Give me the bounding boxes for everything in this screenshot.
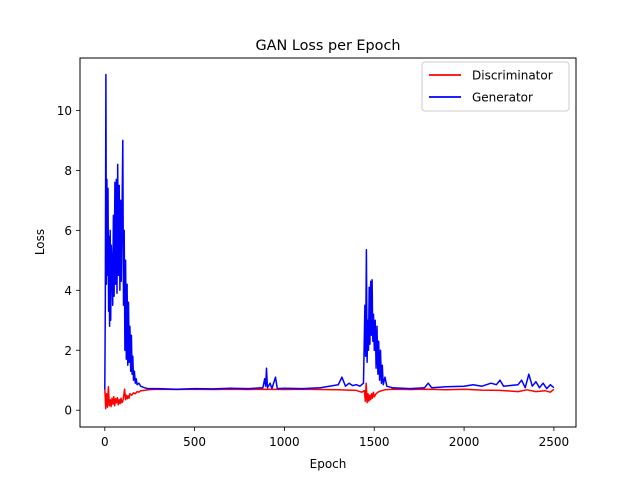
series-layer [104,73,555,410]
chart-title: GAN Loss per Epoch [255,38,400,54]
plot-frame [79,57,577,428]
legend: Discriminator Generator [421,61,570,112]
x-axis-label: Epoch [310,457,347,471]
y-tick-label: 0 [64,404,72,418]
x-tick-label: 0 [101,435,109,449]
y-axis-label: Loss [33,229,47,255]
x-tick-label: 500 [183,435,206,449]
x-tick-label: 2000 [449,435,480,449]
x-tick-label: 1000 [269,435,300,449]
y-axis-ticks: 0 2 4 6 8 10 [57,104,80,418]
y-tick-label: 6 [64,224,72,238]
legend-label-discriminator: Discriminator [472,69,553,83]
plot-background [80,58,576,427]
x-axis-ticks: 0 500 1000 1500 2000 2500 [101,427,569,449]
y-tick-label: 2 [64,344,72,358]
y-tick-label: 10 [57,104,72,118]
x-tick-label: 1500 [359,435,390,449]
plot-area [79,57,577,428]
y-tick-label: 4 [64,284,72,298]
legend-label-generator: Generator [472,91,533,105]
series-line-generator [104,73,555,390]
x-tick-label: 2500 [539,435,570,449]
y-tick-label: 8 [64,164,72,178]
